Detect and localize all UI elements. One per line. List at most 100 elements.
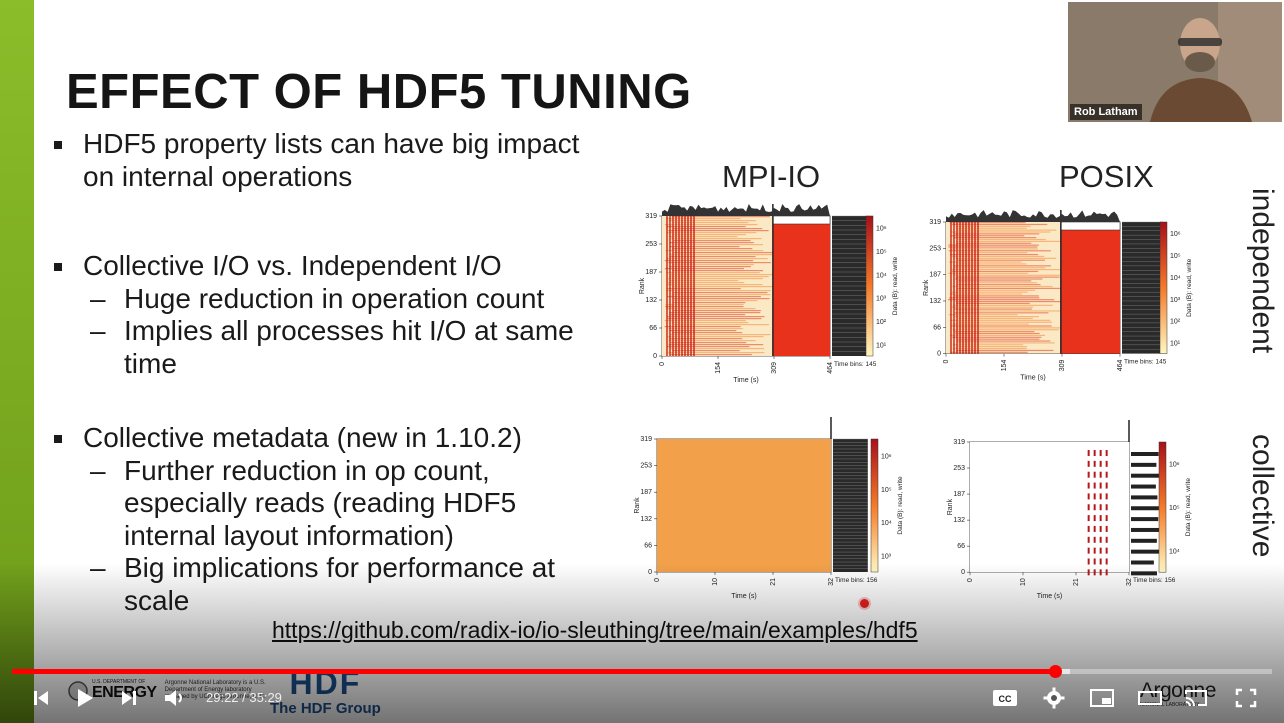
heatmap-streak: [669, 280, 739, 282]
heatmap-streak: [669, 266, 751, 268]
x-tick-label: 10: [712, 578, 719, 586]
heatmap-mark: [1105, 450, 1108, 456]
heatmap-streak: [952, 323, 1029, 325]
colorbar-tick-label: 10⁶: [1170, 231, 1181, 238]
miniplayer-button[interactable]: [1088, 684, 1116, 712]
heatmap-streak: [948, 246, 1038, 248]
heatmap-streak: [668, 344, 764, 346]
heatmap-block: [772, 224, 830, 356]
y-tick-label: 132: [645, 297, 657, 304]
settings-button[interactable]: [1040, 684, 1068, 712]
heatmap-streak: [672, 248, 753, 250]
sub-bullet-item: – Implies all processes hit I/O at same ti…: [52, 315, 642, 380]
colorbar-tick-label: 10¹: [876, 342, 887, 349]
y-tick-label: 187: [929, 272, 941, 279]
heatmap-streak: [948, 244, 1039, 246]
heatmap-mark: [1105, 504, 1108, 511]
heatmap-streak: [950, 235, 1025, 237]
heatmap-streak: [669, 256, 756, 258]
heatmap-streak: [666, 308, 756, 310]
side-histogram-bar: [1131, 571, 1157, 576]
side-histogram-bar: [1131, 538, 1157, 543]
colorbar-tick-label: 10⁶: [1169, 462, 1180, 469]
scrubber-handle[interactable]: [1049, 665, 1063, 678]
heatmap-column: [974, 222, 976, 354]
heatmap-mark: [1093, 493, 1096, 500]
pointer-dot: [860, 599, 869, 608]
hdf-group-name: The HDF Group: [270, 700, 381, 717]
heatmap-mpiio-collective: 0 66 132 187 253 319 0 10 21 32 Rank Time (s) Time b…: [634, 417, 904, 600]
colorbar-tick-label: 10⁵: [881, 487, 892, 494]
heatmap-mark: [1087, 460, 1090, 467]
heatmap-column: [956, 222, 958, 354]
heatmap-mark: [1105, 525, 1108, 532]
bullet-line: Collective I/O vs. Independent I/O: [83, 250, 502, 281]
heatmap-streak: [953, 304, 1053, 306]
heatmap-streak: [955, 276, 1060, 278]
heatmap-streak: [956, 263, 1027, 265]
github-link[interactable]: https://github.com/radix-io/io-sleuthing…: [272, 617, 918, 643]
heatmap-mark: [1105, 493, 1108, 500]
column-label-posix: POSIX: [1059, 159, 1154, 194]
x-tick-label: 154: [1001, 360, 1008, 372]
heatmap-streak: [951, 269, 1061, 271]
heatmap-column: [977, 222, 979, 354]
heatmap-streak: [950, 351, 1028, 353]
heatmap-streak: [667, 316, 765, 318]
heatmap-streak: [948, 261, 1022, 263]
y-tick-label: 0: [653, 353, 657, 360]
side-histogram-bar: [1131, 462, 1157, 467]
heatmap-streak: [672, 264, 754, 266]
heatmap-column: [953, 222, 955, 354]
heatmap-mark: [1093, 558, 1096, 565]
previous-button[interactable]: [28, 684, 54, 712]
time-bins-label: Time bins: 156: [835, 577, 878, 584]
sub-bullet-line: Big implications for performance at: [124, 552, 556, 583]
volume-button[interactable]: [160, 684, 190, 712]
heatmap-streak: [955, 316, 1040, 318]
heatmap-streak: [949, 222, 1026, 224]
y-tick-label: 187: [953, 491, 965, 498]
svg-text:CC: CC: [999, 694, 1012, 704]
heatmap-streak: [665, 290, 771, 292]
x-axis-label: Time (s): [733, 377, 758, 384]
heatmap-streak: [948, 299, 1055, 301]
heatmap-block: [657, 439, 831, 572]
colorbar: [1158, 441, 1167, 573]
y-axis-label: Rank: [923, 279, 930, 296]
miniplayer-icon: [1090, 689, 1114, 707]
x-tick-label: 309: [771, 362, 778, 374]
fullscreen-button[interactable]: [1232, 684, 1260, 712]
heatmap-streak: [667, 318, 762, 320]
colorbar-label: Data (B): read, write: [892, 257, 899, 316]
next-button[interactable]: [116, 684, 142, 712]
row-label-collective: collective: [1246, 434, 1279, 558]
heatmap-mpiio-independent: 0 66 132 187 253 319 0 154 309 464 Rank Time (s) Tim…: [639, 204, 899, 384]
side-histogram-bar: [1131, 506, 1159, 511]
heatmap-column: [675, 216, 677, 356]
sub-bullet-item: – Further reduction in op count, especiall…: [52, 455, 642, 553]
heatmap-mark: [1105, 569, 1108, 576]
captions-button[interactable]: CC: [990, 684, 1020, 712]
heatmap-column: [690, 216, 692, 356]
x-tick-label: 464: [1117, 360, 1124, 372]
cast-button[interactable]: [1182, 684, 1210, 712]
heatmap-mark: [1093, 460, 1096, 467]
theater-button[interactable]: [1136, 684, 1164, 712]
heatmap-mark: [1087, 515, 1090, 522]
heatmap-streak: [669, 242, 754, 244]
heatmap-mark: [1099, 493, 1102, 500]
side-histogram-bar: [1131, 560, 1154, 565]
sub-bullet-line: Further reduction in op count,: [124, 454, 490, 486]
play-button[interactable]: [70, 684, 100, 712]
x-tick-label: 32: [1126, 578, 1133, 586]
heatmap-streak: [666, 226, 746, 228]
progress-bar[interactable]: [12, 665, 1272, 678]
speaker-webcam: Rob Latham: [1068, 2, 1282, 122]
bullet-line: Collective metadata (new in 1.10.2): [83, 422, 522, 453]
heatmap-streak: [952, 270, 1039, 273]
captions-icon: CC: [993, 690, 1017, 706]
heatmap-gap: [1060, 221, 1121, 231]
heatmap-streak: [669, 314, 746, 316]
